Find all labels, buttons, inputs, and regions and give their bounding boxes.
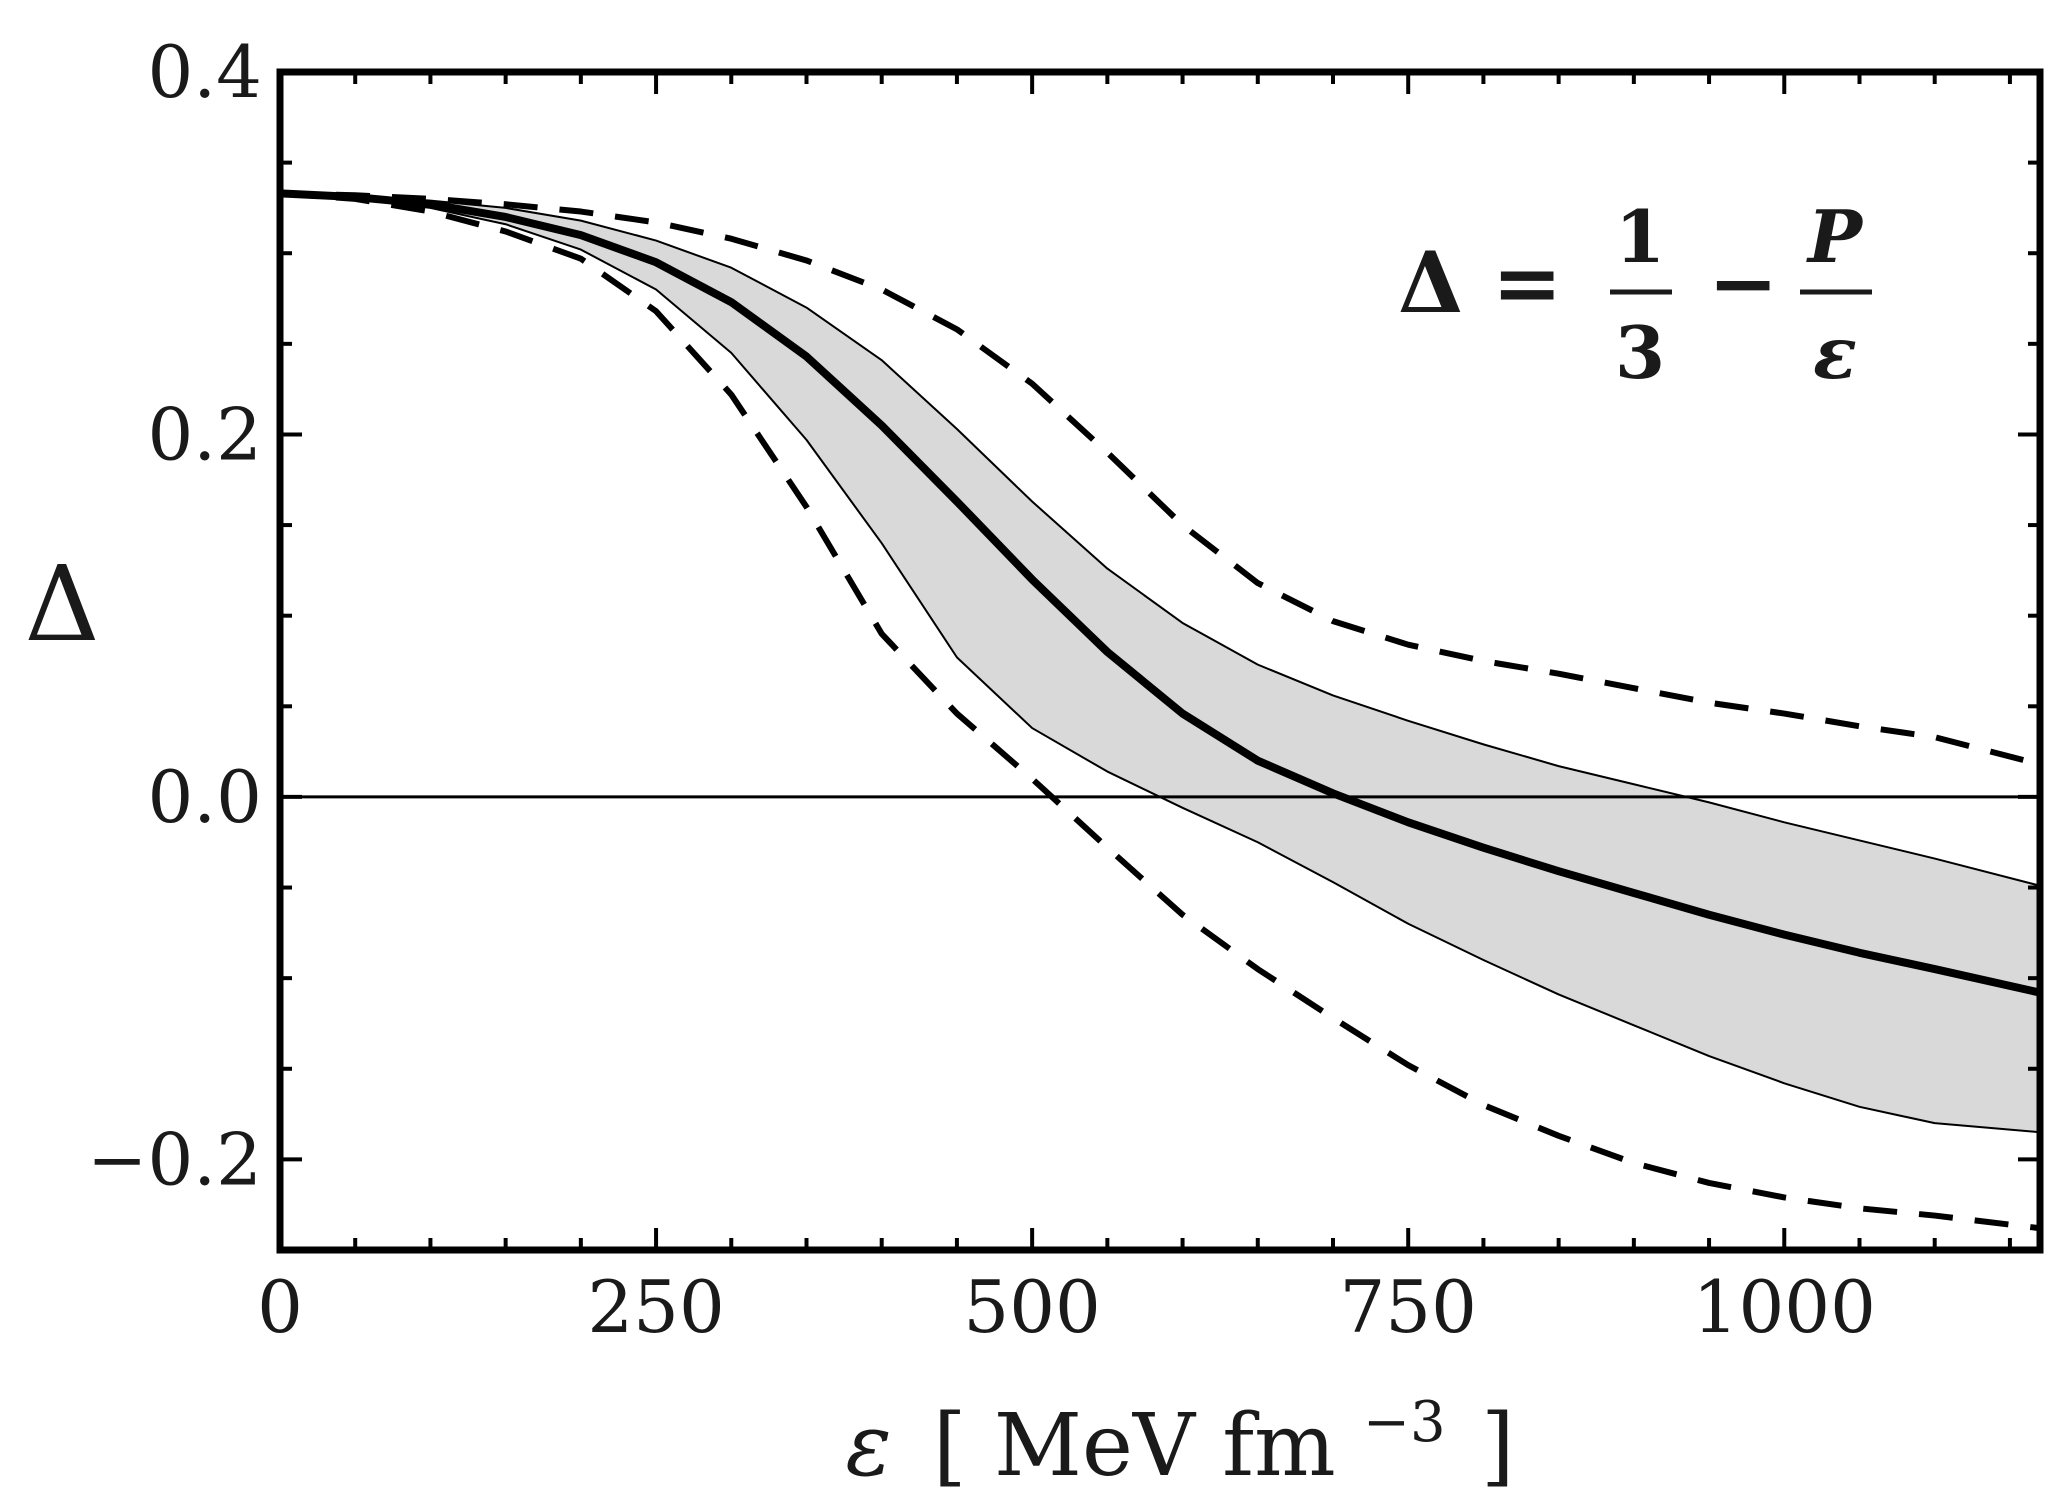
formula-annotation: Δ = 1 3 − P ε	[1398, 194, 1872, 395]
series-line-central	[279, 189, 2041, 997]
formula-numerator-2: P	[1806, 194, 1864, 279]
x-axis-unit: MeV fm	[994, 1396, 1336, 1496]
x-tick-label: 250	[587, 1265, 724, 1349]
x-tick-label: 750	[1339, 1265, 1476, 1349]
x-tick-label: 1000	[1693, 1265, 1876, 1349]
x-tick-label: 500	[963, 1265, 1100, 1349]
formula-numerator-1: 1	[1615, 194, 1665, 279]
formula-denominator-1: 3	[1615, 310, 1665, 395]
y-tick-label: 0.2	[147, 392, 262, 476]
series-line-dashed-upper	[279, 190, 2041, 768]
y-tick-label: 0.4	[147, 30, 262, 114]
x-axis-symbol: ε	[846, 1396, 892, 1496]
series-line-band-upper	[279, 192, 2041, 887]
plot-frame	[276, 68, 2044, 1254]
uncertainty-band	[280, 193, 2040, 1133]
y-tick-label: −0.2	[87, 1117, 262, 1201]
x-axis-bracket-close: ]	[1481, 1396, 1515, 1496]
series-line-band-lower	[279, 192, 2041, 1134]
tick-labels: 0 250 500 750 1000 −0.2 0.0 0.2 0.4	[87, 30, 1876, 1349]
x-axis-exponent: −3	[1363, 1390, 1446, 1455]
x-tick-label: 0	[257, 1265, 303, 1349]
series-line-dashed-lower	[279, 190, 2041, 1232]
plot-area	[279, 189, 2041, 1232]
formula-denominator-2: ε	[1813, 310, 1857, 395]
x-axis-label: ε [ MeV fm −3 ]	[846, 1362, 1515, 1496]
formula-lhs: Δ	[1398, 233, 1463, 332]
x-axis-bracket-open: [	[933, 1396, 967, 1496]
formula-minus: −	[1708, 233, 1778, 332]
y-axis-label: Δ	[24, 543, 99, 665]
y-tick-label: 0.0	[147, 755, 262, 839]
axis-ticks	[278, 70, 2040, 1252]
formula-equals: =	[1492, 233, 1562, 332]
